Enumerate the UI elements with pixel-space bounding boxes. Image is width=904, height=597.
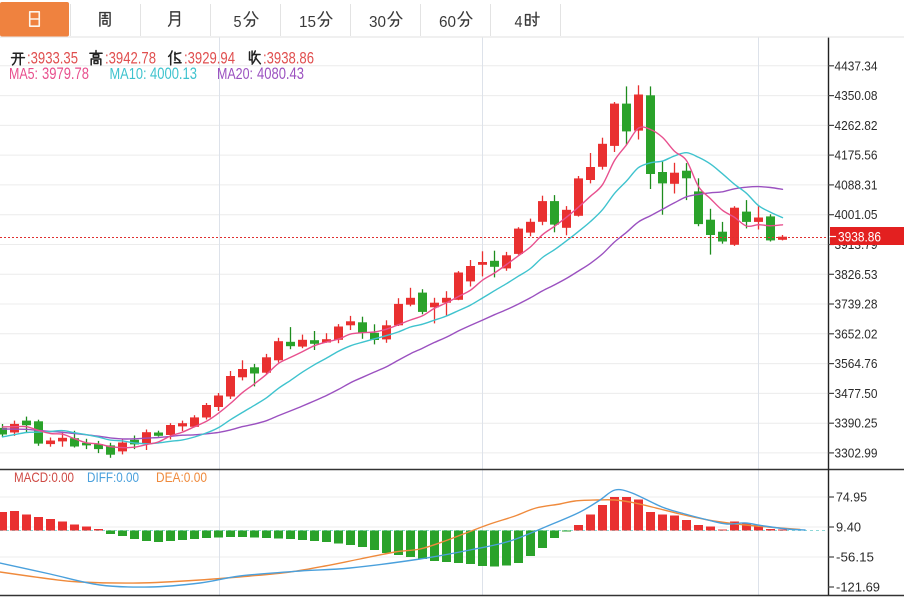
svg-text:4088.31: 4088.31 bbox=[835, 177, 878, 192]
svg-text:DEA:0.00: DEA:0.00 bbox=[156, 469, 207, 485]
svg-text:-121.69: -121.69 bbox=[836, 580, 880, 595]
svg-text::3938.86: :3938.86 bbox=[263, 49, 314, 68]
svg-text:3302.99: 3302.99 bbox=[835, 445, 878, 460]
svg-text::3942.78: :3942.78 bbox=[105, 49, 156, 68]
svg-text:3739.28: 3739.28 bbox=[835, 297, 878, 312]
svg-text:3938.86: 3938.86 bbox=[838, 229, 881, 245]
svg-text:60: 60 bbox=[439, 14, 456, 31]
svg-text:3826.53: 3826.53 bbox=[835, 267, 878, 282]
svg-text:MACD:0.00: MACD:0.00 bbox=[14, 469, 74, 485]
svg-text::3933.35: :3933.35 bbox=[27, 49, 78, 68]
svg-text:-56.15: -56.15 bbox=[836, 550, 874, 565]
svg-text:4350.08: 4350.08 bbox=[835, 88, 878, 103]
svg-text:3979.78: 3979.78 bbox=[42, 64, 89, 83]
svg-text:5: 5 bbox=[234, 14, 242, 31]
svg-text:9.40: 9.40 bbox=[836, 520, 861, 535]
svg-text:MA5:: MA5: bbox=[9, 66, 38, 83]
svg-text:15: 15 bbox=[299, 14, 316, 31]
svg-text:3477.50: 3477.50 bbox=[835, 386, 878, 401]
svg-text:4: 4 bbox=[515, 14, 523, 31]
svg-text:3652.02: 3652.02 bbox=[835, 326, 878, 341]
svg-text:MA10:: MA10: bbox=[110, 66, 147, 83]
svg-text:30: 30 bbox=[369, 14, 386, 31]
svg-text:4437.34: 4437.34 bbox=[835, 58, 878, 73]
svg-text::3929.94: :3929.94 bbox=[184, 49, 235, 68]
svg-text:4175.56: 4175.56 bbox=[835, 148, 878, 163]
svg-text:4080.43: 4080.43 bbox=[257, 64, 304, 83]
svg-text:3564.76: 3564.76 bbox=[835, 356, 878, 371]
svg-text:4000.13: 4000.13 bbox=[150, 64, 197, 83]
svg-text:74.95: 74.95 bbox=[836, 490, 867, 505]
svg-text:4262.82: 4262.82 bbox=[835, 118, 878, 133]
svg-text:DIFF:0.00: DIFF:0.00 bbox=[87, 469, 139, 485]
svg-text:4001.05: 4001.05 bbox=[835, 207, 878, 222]
svg-text:MA20:: MA20: bbox=[217, 66, 253, 83]
svg-text:3390.25: 3390.25 bbox=[835, 416, 878, 431]
